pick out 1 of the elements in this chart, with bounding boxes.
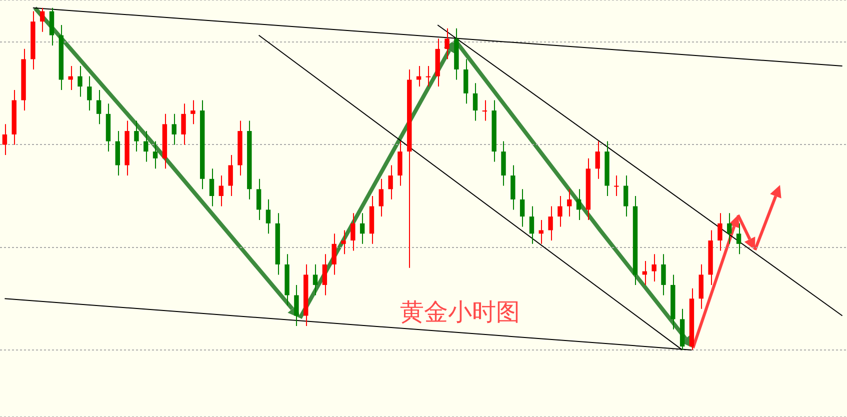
- annotation: 黄金小时图: [400, 297, 520, 328]
